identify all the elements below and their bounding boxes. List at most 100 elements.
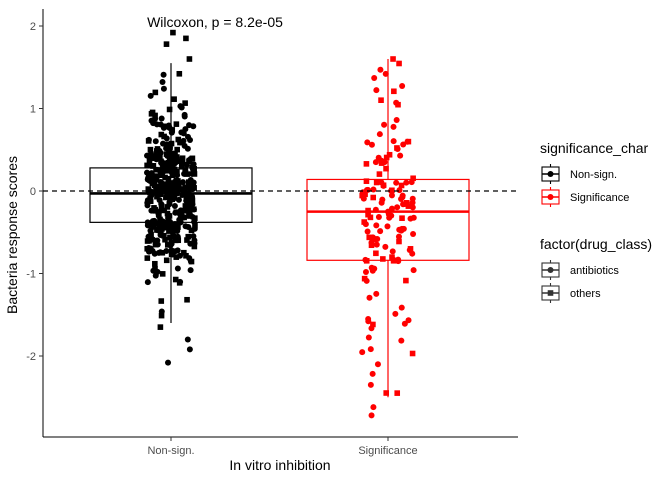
data-point [182, 100, 188, 106]
data-point [157, 153, 163, 160]
data-point [190, 206, 197, 213]
data-point [161, 207, 167, 214]
data-point [157, 216, 163, 223]
y-tick-label: 2 [30, 21, 36, 33]
data-point [395, 256, 402, 263]
data-point-extreme [377, 66, 384, 73]
data-point [150, 267, 157, 274]
y-tick-label: -2 [26, 351, 36, 363]
data-point [182, 203, 189, 209]
data-point [152, 112, 158, 119]
data-point [145, 136, 152, 143]
data-point [192, 222, 198, 228]
data-point [369, 267, 376, 274]
data-point [373, 222, 380, 229]
data-point [181, 111, 188, 118]
data-point [152, 115, 159, 122]
data-point-extreme [390, 56, 396, 62]
legend: significance_char Non-sign. Significance fa… [540, 140, 652, 303]
data-point [144, 219, 151, 226]
data-point [183, 252, 189, 259]
data-point [191, 218, 198, 225]
data-point [152, 260, 158, 267]
data-point [148, 111, 155, 117]
data-point [389, 254, 395, 260]
data-point [373, 290, 380, 297]
data-point [165, 175, 172, 182]
data-point [362, 191, 368, 198]
y-tick-label: 0 [30, 186, 36, 198]
data-point [373, 241, 380, 248]
data-point [362, 269, 369, 276]
data-point [157, 226, 164, 232]
data-point-extreme [165, 359, 172, 366]
data-point [158, 115, 165, 122]
data-point [166, 199, 173, 206]
data-point [162, 174, 168, 181]
data-point [405, 203, 412, 209]
data-point [361, 275, 368, 282]
data-point [154, 220, 161, 227]
data-point-extreme [163, 41, 170, 47]
data-point [162, 167, 169, 174]
data-point [393, 116, 400, 123]
data-point [187, 137, 194, 144]
data-point [370, 321, 376, 328]
data-point [385, 211, 392, 218]
data-point [158, 131, 165, 138]
data-point [154, 146, 161, 152]
data-point [178, 163, 185, 170]
data-point [376, 131, 383, 138]
data-point [376, 171, 383, 177]
data-point [154, 193, 160, 200]
data-point [373, 87, 380, 94]
data-point [164, 204, 171, 210]
data-point [151, 250, 158, 257]
data-point [370, 236, 377, 243]
data-point [158, 186, 165, 193]
data-point [394, 145, 401, 152]
data-point [182, 223, 189, 230]
data-point [175, 136, 182, 143]
data-point [186, 190, 192, 197]
data-point [410, 267, 417, 274]
legend-label-drug-class: others [570, 288, 601, 300]
legend-label-significance: Significance [570, 192, 629, 204]
data-point [161, 133, 167, 140]
data-point [181, 249, 187, 256]
data-point [366, 234, 373, 241]
data-point [184, 183, 191, 190]
data-point [147, 195, 153, 202]
data-point [369, 370, 376, 377]
data-point [147, 155, 154, 162]
data-point [160, 85, 167, 92]
data-point [407, 215, 414, 222]
data-point [363, 258, 370, 264]
data-point [390, 138, 397, 145]
data-point [146, 189, 153, 195]
data-point [148, 151, 154, 157]
data-point [380, 182, 387, 189]
data-point [403, 179, 410, 186]
data-point [151, 219, 157, 226]
legend-key-significance-marker [547, 171, 554, 177]
data-point [168, 140, 175, 147]
data-point [409, 350, 416, 357]
data-point [365, 211, 371, 218]
data-point [144, 202, 151, 209]
data-point [163, 123, 169, 130]
data-point [168, 129, 175, 136]
data-point [398, 304, 405, 311]
data-point [181, 214, 187, 221]
data-point [377, 228, 384, 235]
data-point [406, 247, 413, 254]
y-tick-label: 1 [30, 104, 36, 116]
data-point [177, 139, 183, 146]
y-axis-title: Bacteria response scores [4, 156, 20, 314]
data-point [174, 189, 181, 196]
data-point [173, 254, 180, 260]
data-point [162, 236, 168, 243]
data-point [381, 121, 388, 128]
data-point [399, 215, 405, 221]
data-point [157, 168, 164, 175]
